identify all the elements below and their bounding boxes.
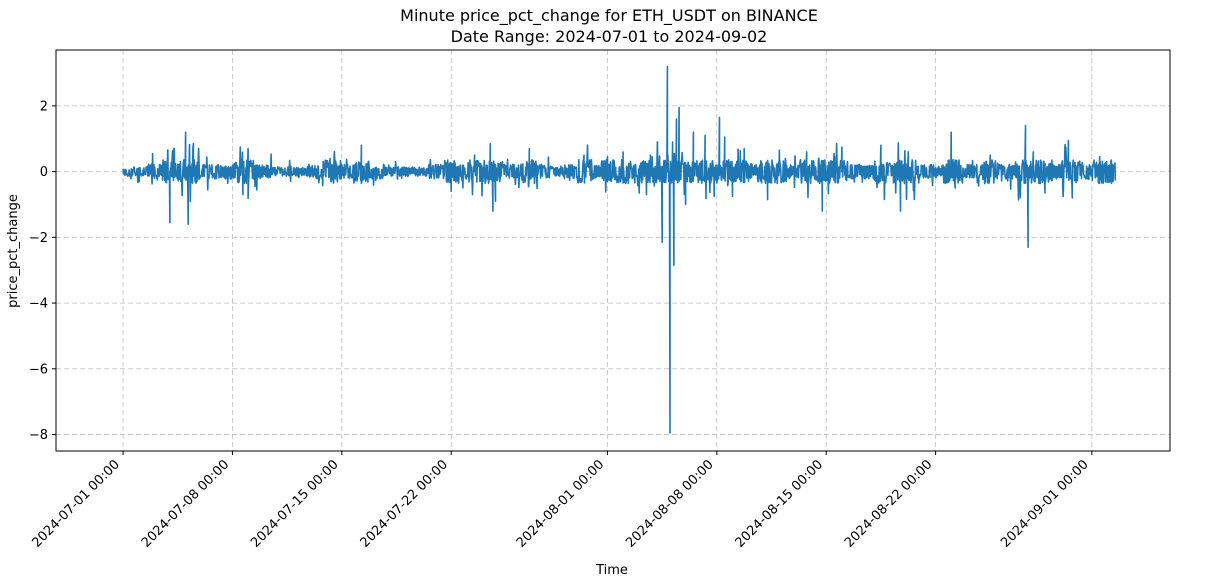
x-tick-label: 2024-08-08 00:00 (623, 457, 716, 550)
x-tick-label: 2024-07-08 00:00 (139, 457, 232, 550)
x-tick-label: 2024-07-22 00:00 (358, 457, 451, 550)
x-tick-label: 2024-07-15 00:00 (248, 457, 341, 550)
y-axis: 2 0 −2 −4 −6 −8 (29, 99, 56, 443)
y-tick-label: 2 (40, 99, 48, 114)
y-axis-label: price_pct_change (6, 194, 21, 308)
chart-subtitle: Date Range: 2024-07-01 to 2024-09-02 (451, 27, 768, 46)
y-tick-label: −4 (29, 297, 48, 312)
x-axis: 2024-07-01 00:00 2024-07-08 00:00 2024-07-… (29, 451, 1093, 551)
chart-title: Minute price_pct_change for ETH_USDT on … (400, 6, 818, 26)
x-axis-label: Time (595, 563, 628, 578)
x-tick-label: 2024-07-01 00:00 (29, 457, 122, 550)
x-tick-label: 2024-09-01 00:00 (998, 457, 1091, 550)
x-tick-label: 2024-08-01 00:00 (514, 457, 607, 550)
grid (56, 50, 1170, 451)
x-tick-label: 2024-08-15 00:00 (733, 457, 826, 550)
y-tick-label: 0 (40, 165, 48, 180)
plot-frame (55, 49, 1171, 452)
x-tick-label: 2024-08-22 00:00 (842, 457, 935, 550)
y-tick-label: −8 (29, 428, 48, 443)
y-tick-label: −2 (29, 231, 48, 246)
price-pct-change-line (122, 65, 1117, 434)
y-tick-label: −6 (29, 362, 48, 377)
series-line (122, 65, 1117, 434)
